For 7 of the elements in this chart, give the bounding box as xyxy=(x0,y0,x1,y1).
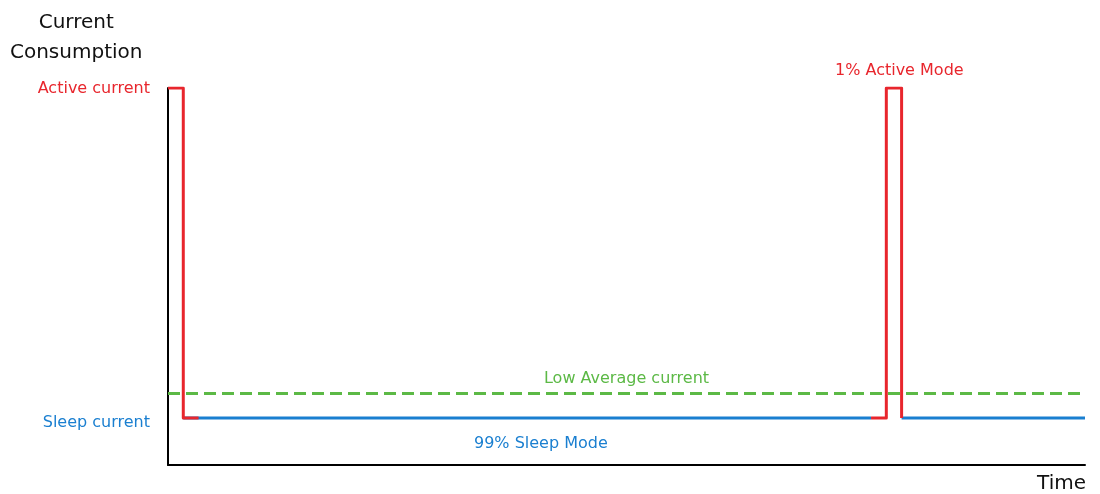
text: Active current xyxy=(37,77,150,97)
y-axis-title: Current Consumption xyxy=(10,9,143,63)
x-axis-title: Time xyxy=(1036,470,1087,494)
annotation: 99% Sleep Mode xyxy=(474,433,608,453)
ref-line-label: Low Average current xyxy=(543,367,710,387)
text: Sleep current xyxy=(42,411,150,431)
annotation: 1% Active Mode xyxy=(835,59,964,79)
